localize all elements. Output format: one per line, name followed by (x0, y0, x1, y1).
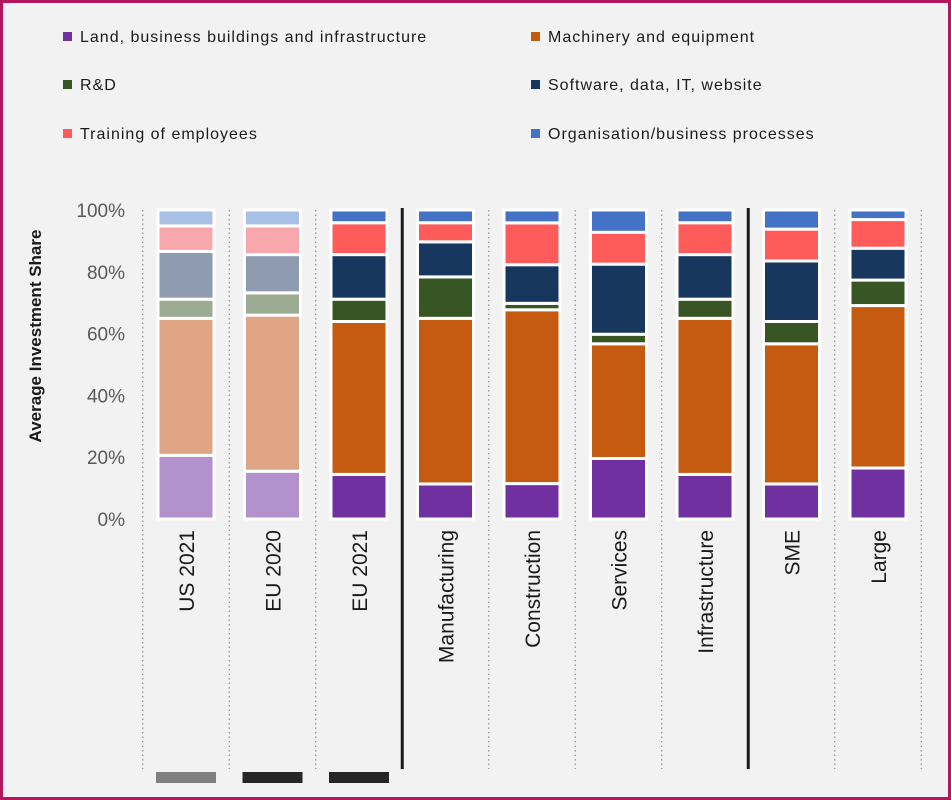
bar-large-organisation-business-processes (848, 208, 908, 222)
bar-manufacturing-machinery-and-equipment (416, 316, 475, 486)
bar-us-2021-r-d (156, 297, 216, 320)
bar-manufacturing-training-of-employees (416, 221, 475, 244)
bar-stack-us-2021 (156, 208, 216, 521)
bar-sme-training-of-employees (762, 227, 821, 263)
legend-swatch-organisation-business-processes (531, 129, 540, 138)
bar-eu-2020-machinery-and-equipment (243, 313, 302, 473)
bar-eu-2021-organisation-business-processes (329, 208, 389, 225)
marker-bar-eu-2020 (242, 772, 303, 783)
bar-eu-2020-software-data-it-website (243, 253, 302, 295)
legend-label-software-data-it-website: Software, data, IT, website (548, 77, 763, 94)
bar-us-2021-training-of-employees (156, 224, 216, 253)
bar-infrastructure-software-data-it-website (675, 253, 735, 301)
bar-stack-construction (502, 208, 562, 521)
x-tick-label-large: Large (868, 530, 891, 584)
bar-large-training-of-employees (848, 218, 908, 250)
bar-sme-machinery-and-equipment (762, 342, 821, 486)
bar-eu-2020-land-business-buildings-and-infrastructure (243, 469, 302, 521)
x-tick-label-manufacturing: Manufacturing (436, 530, 459, 663)
x-tick-label-eu-2020: EU 2020 (263, 530, 286, 612)
bar-services-software-data-it-website (589, 262, 648, 336)
bar-construction-organisation-business-processes (502, 208, 562, 225)
legend-swatch-machinery-and-equipment (531, 32, 540, 41)
bar-eu-2020-r-d (243, 291, 302, 317)
bar-manufacturing-r-d (416, 275, 475, 320)
bar-infrastructure-organisation-business-processes (675, 208, 735, 225)
bar-stack-manufacturing (416, 208, 475, 521)
bar-sme-organisation-business-processes (762, 208, 821, 231)
y-tick-label: 40% (87, 386, 125, 407)
bar-stack-sme (762, 208, 821, 521)
plot-area (142, 208, 922, 769)
bar-eu-2020-organisation-business-processes (243, 208, 302, 228)
legend-swatch-software-data-it-website (531, 80, 540, 89)
bar-us-2021-land-business-buildings-and-infrastructure (156, 453, 216, 521)
legend-swatch-r-d (63, 80, 72, 89)
legend-label-training-of-employees: Training of employees (80, 126, 258, 143)
legend-label-organisation-business-processes: Organisation/business processes (548, 126, 815, 143)
stacked-bar-chart: Land, business buildings and infrastruct… (26, 29, 922, 783)
bar-eu-2020-training-of-employees (243, 224, 302, 257)
y-tick-label: 100% (76, 201, 125, 222)
bar-stack-eu-2020 (243, 208, 302, 521)
x-axis: US 2021 EU 2020 EU 2021 Manufacturing Constr… (176, 530, 891, 663)
marker-bar-us-2021 (156, 772, 216, 783)
bar-eu-2021-software-data-it-website (329, 253, 389, 301)
legend-label-r-d: R&D (80, 77, 117, 94)
bar-large-r-d (848, 278, 908, 308)
bar-services-organisation-business-processes (589, 208, 648, 234)
bar-large-software-data-it-website (848, 246, 908, 282)
bar-eu-2021-machinery-and-equipment (329, 319, 389, 476)
bar-stack-infrastructure (675, 208, 735, 521)
bar-us-2021-machinery-and-equipment (156, 316, 216, 457)
bar-infrastructure-machinery-and-equipment (675, 316, 735, 476)
y-tick-label: 60% (87, 325, 125, 346)
bar-eu-2021-r-d (329, 297, 389, 323)
x-tick-label-construction: Construction (522, 530, 545, 648)
bar-infrastructure-land-business-buildings-and-infrastructure (675, 472, 735, 521)
legend: Land, business buildings and infrastruct… (63, 29, 815, 143)
legend-swatch-land-business-buildings-and-infrastructure (63, 32, 72, 41)
legend-label-machinery-and-equipment: Machinery and equipment (548, 29, 755, 46)
marker-bar-eu-2021 (329, 772, 389, 783)
bar-construction-machinery-and-equipment (502, 308, 562, 486)
y-tick-label: 0% (98, 510, 126, 531)
bar-large-machinery-and-equipment (848, 304, 908, 470)
x-tick-label-sme: SME (782, 530, 805, 576)
bar-stack-services (589, 208, 648, 521)
bar-large-land-business-buildings-and-infrastructure (848, 466, 908, 521)
bar-services-training-of-employees (589, 230, 648, 266)
x-tick-label-services: Services (609, 530, 632, 611)
bar-stack-eu-2021 (329, 208, 389, 521)
bar-manufacturing-organisation-business-processes (416, 208, 475, 225)
y-axis-label: Average Investment Share (26, 230, 45, 443)
y-tick-label: 80% (87, 263, 125, 284)
bar-construction-land-business-buildings-and-infrastructure (502, 482, 562, 521)
x-tick-label-eu-2021: EU 2021 (349, 530, 372, 612)
bar-sme-land-business-buildings-and-infrastructure (762, 482, 821, 521)
bar-services-machinery-and-equipment (589, 342, 648, 460)
bar-manufacturing-land-business-buildings-and-infrastructure (416, 482, 475, 521)
bar-eu-2021-training-of-employees (329, 221, 389, 257)
y-tick-label: 20% (87, 448, 125, 469)
bar-services-land-business-buildings-and-infrastructure (589, 456, 648, 521)
x-tick-label-us-2021: US 2021 (176, 530, 199, 612)
bar-stack-large (848, 208, 908, 521)
y-axis: 0% 20% 40% 60% 80% 100% (76, 201, 125, 531)
bar-construction-software-data-it-website (502, 263, 562, 305)
bar-us-2021-organisation-business-processes (156, 208, 216, 228)
bar-sme-software-data-it-website (762, 259, 821, 323)
bar-sme-r-d (762, 319, 821, 346)
bar-construction-training-of-employees (502, 221, 562, 267)
bar-eu-2021-land-business-buildings-and-infrastructure (329, 472, 389, 521)
bar-us-2021-software-data-it-website (156, 249, 216, 301)
bar-infrastructure-r-d (675, 297, 735, 320)
bar-infrastructure-training-of-employees (675, 221, 735, 257)
bars (156, 208, 908, 783)
x-tick-label-infrastructure: Infrastructure (695, 530, 718, 654)
bar-manufacturing-software-data-it-website (416, 240, 475, 279)
legend-label-land-business-buildings-and-infrastructure: Land, business buildings and infrastruct… (80, 29, 427, 46)
legend-swatch-training-of-employees (63, 129, 72, 138)
